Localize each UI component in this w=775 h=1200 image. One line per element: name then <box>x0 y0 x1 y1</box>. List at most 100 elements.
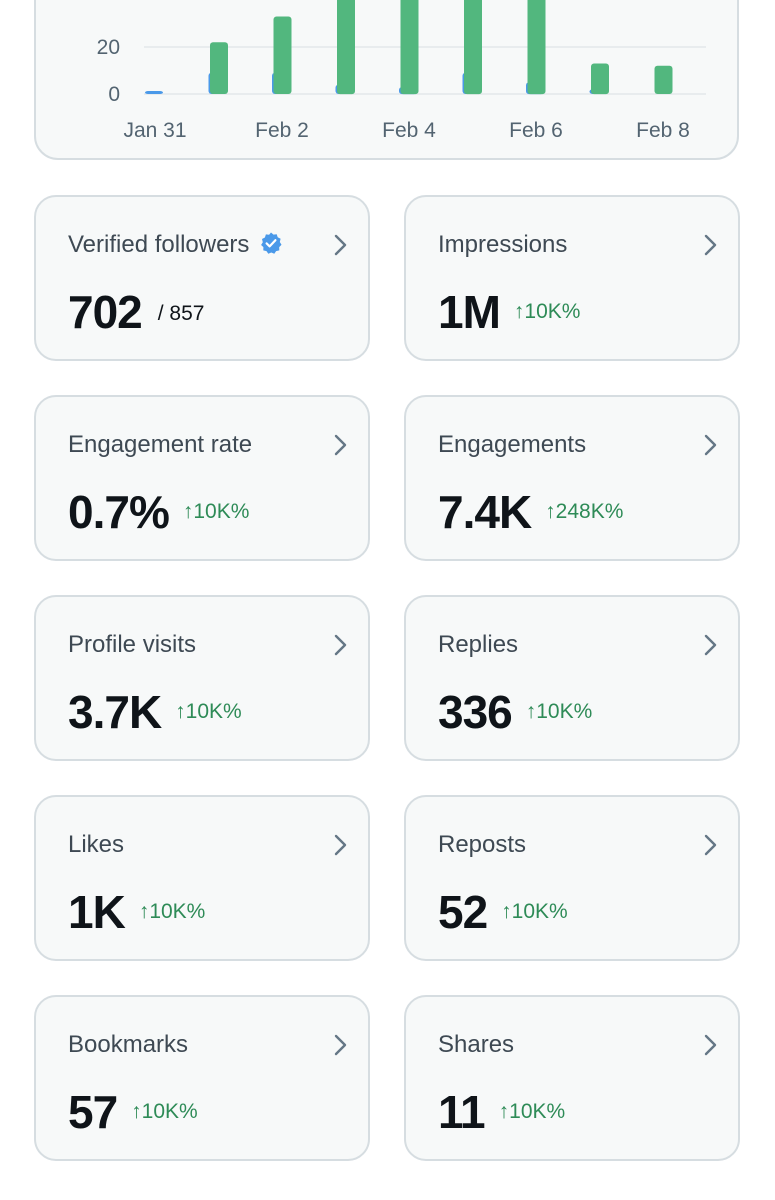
metric-change: ↑10K% <box>514 300 581 323</box>
metric-value-row: 7.4K ↑248K% <box>438 485 623 539</box>
metric-label-text: Reposts <box>438 831 527 858</box>
x-tick-label: Jan 31 <box>123 119 186 142</box>
arrow-up-icon: ↑ <box>498 1100 510 1123</box>
metric-change: ↑10K% <box>526 700 593 723</box>
metric-card-replies[interactable]: Replies 336 ↑10K% <box>404 595 740 761</box>
metric-change-text: 248K% <box>555 500 624 523</box>
metric-card-likes[interactable]: Likes 1K ↑10K% <box>34 795 370 961</box>
x-tick-label: Feb 8 <box>636 119 690 142</box>
metric-value: 0.7% <box>68 486 170 538</box>
bar-series2-day6[interactable] <box>464 0 482 95</box>
metric-change: ↑248K% <box>545 500 623 523</box>
metric-value: 11 <box>438 1086 486 1138</box>
bar-series2-day4[interactable] <box>337 0 355 95</box>
metric-change: ↑10K% <box>501 900 568 923</box>
metric-value: 7.4K <box>438 486 532 538</box>
arrow-up-icon: ↑ <box>182 500 194 523</box>
y-tick-label: 0 <box>108 83 120 106</box>
metric-value-row: 3.7K ↑10K% <box>68 685 242 739</box>
arrow-up-icon: ↑ <box>131 1100 142 1123</box>
metric-label-text: Bookmarks <box>68 1031 189 1058</box>
metric-label: Engagement rate <box>68 431 252 459</box>
bar-series2-day3[interactable] <box>273 16 292 95</box>
metric-value-row: 702 / 857 <box>68 285 204 339</box>
verified-badge-icon <box>259 231 283 255</box>
metric-card-reposts[interactable]: Reposts 52 ↑10K% <box>404 795 740 961</box>
arrow-up-icon: ↑ <box>545 500 556 523</box>
metric-label: Engagements <box>438 431 586 459</box>
metric-label-text: Shares <box>438 1031 515 1058</box>
arrow-up-icon: ↑ <box>513 300 525 323</box>
bar-series2-day2[interactable] <box>210 42 228 94</box>
metric-change: ↑10K% <box>139 900 206 923</box>
bar-series2-day5[interactable] <box>400 0 419 95</box>
metric-label: Verified followers <box>68 231 283 259</box>
y-tick-label: 20 <box>97 36 120 59</box>
metric-change-text: 10K% <box>193 500 250 523</box>
chevron-right-icon[interactable] <box>328 233 352 257</box>
chevron-right-icon[interactable] <box>698 833 722 857</box>
metric-value: 1K <box>68 886 126 938</box>
metric-card-profile-visits[interactable]: Profile visits 3.7K ↑10K% <box>34 595 370 761</box>
metric-change-text: 10K% <box>141 1100 198 1123</box>
metric-change-text: 10K% <box>511 900 568 923</box>
chevron-right-icon[interactable] <box>328 633 352 657</box>
metric-label-text: Likes <box>68 831 125 858</box>
metric-label: Shares <box>438 1031 514 1059</box>
metric-value-row: 1M ↑10K% <box>438 285 580 339</box>
metric-change-text: 10K% <box>524 300 581 323</box>
metric-label: Bookmarks <box>68 1031 188 1059</box>
metric-change: ↑10K% <box>131 1100 198 1123</box>
chevron-right-icon[interactable] <box>328 1033 352 1057</box>
metric-value: 52 <box>438 886 488 938</box>
metric-label: Profile visits <box>68 631 196 659</box>
metric-value-row: 11 ↑10K% <box>438 1085 565 1139</box>
bar-series2-day8[interactable] <box>591 63 609 95</box>
metric-label: Likes <box>68 831 124 859</box>
metric-card-bookmarks[interactable]: Bookmarks 57 ↑10K% <box>34 995 370 1161</box>
metric-label-text: Impressions <box>438 231 568 258</box>
x-tick-label: Feb 4 <box>382 119 436 142</box>
metric-label: Replies <box>438 631 518 659</box>
metric-change: ↑10K% <box>183 500 250 523</box>
arrow-up-icon: ↑ <box>525 700 537 723</box>
chart-card: 20 0 Jan 31 Feb 2 Feb 4 Feb 6 Feb 8 <box>34 0 739 160</box>
metric-value: 57 <box>68 1086 118 1138</box>
bar-series2-day9[interactable] <box>654 65 673 94</box>
metric-value-row: 52 ↑10K% <box>438 885 568 939</box>
bar-series2-day7[interactable] <box>527 0 546 95</box>
metric-card-engagements[interactable]: Engagements 7.4K ↑248K% <box>404 395 740 561</box>
x-tick-label: Feb 2 <box>255 119 309 142</box>
arrow-up-icon: ↑ <box>501 900 512 923</box>
metric-change: ↑10K% <box>175 700 242 723</box>
metric-value: 1M <box>438 286 501 338</box>
metric-card-verified-followers[interactable]: Verified followers 702 / 857 <box>34 195 370 361</box>
metric-card-engagement-rate[interactable]: Engagement rate 0.7% ↑10K% <box>34 395 370 561</box>
metric-card-shares[interactable]: Shares 11 ↑10K% <box>404 995 740 1161</box>
metric-value: 702 <box>68 286 143 338</box>
chevron-right-icon[interactable] <box>698 233 722 257</box>
metric-label: Impressions <box>438 231 567 259</box>
metric-label-text: Verified followers <box>68 231 250 258</box>
metric-card-impressions[interactable]: Impressions 1M ↑10K% <box>404 195 740 361</box>
chevron-right-icon[interactable] <box>328 433 352 457</box>
metric-value: 3.7K <box>68 686 162 738</box>
metric-value-row: 1K ↑10K% <box>68 885 205 939</box>
x-tick-label: Feb 6 <box>509 119 563 142</box>
chevron-right-icon[interactable] <box>698 633 722 657</box>
chevron-right-icon[interactable] <box>698 433 722 457</box>
metric-label-text: Engagement rate <box>68 431 253 458</box>
bar-series1-day1[interactable] <box>145 91 163 94</box>
metric-change-text: 10K% <box>149 900 206 923</box>
metric-label-text: Profile visits <box>68 631 197 658</box>
metric-change-text: 10K% <box>536 700 593 723</box>
metric-change: ↑10K% <box>499 1100 566 1123</box>
chevron-right-icon[interactable] <box>698 1033 722 1057</box>
metric-change-text: 10K% <box>185 700 242 723</box>
chevron-right-icon[interactable] <box>328 833 352 857</box>
metric-label-text: Engagements <box>438 431 587 458</box>
arrow-up-icon: ↑ <box>138 900 150 923</box>
metric-label: Reposts <box>438 831 526 859</box>
metric-value: 336 <box>438 686 513 738</box>
